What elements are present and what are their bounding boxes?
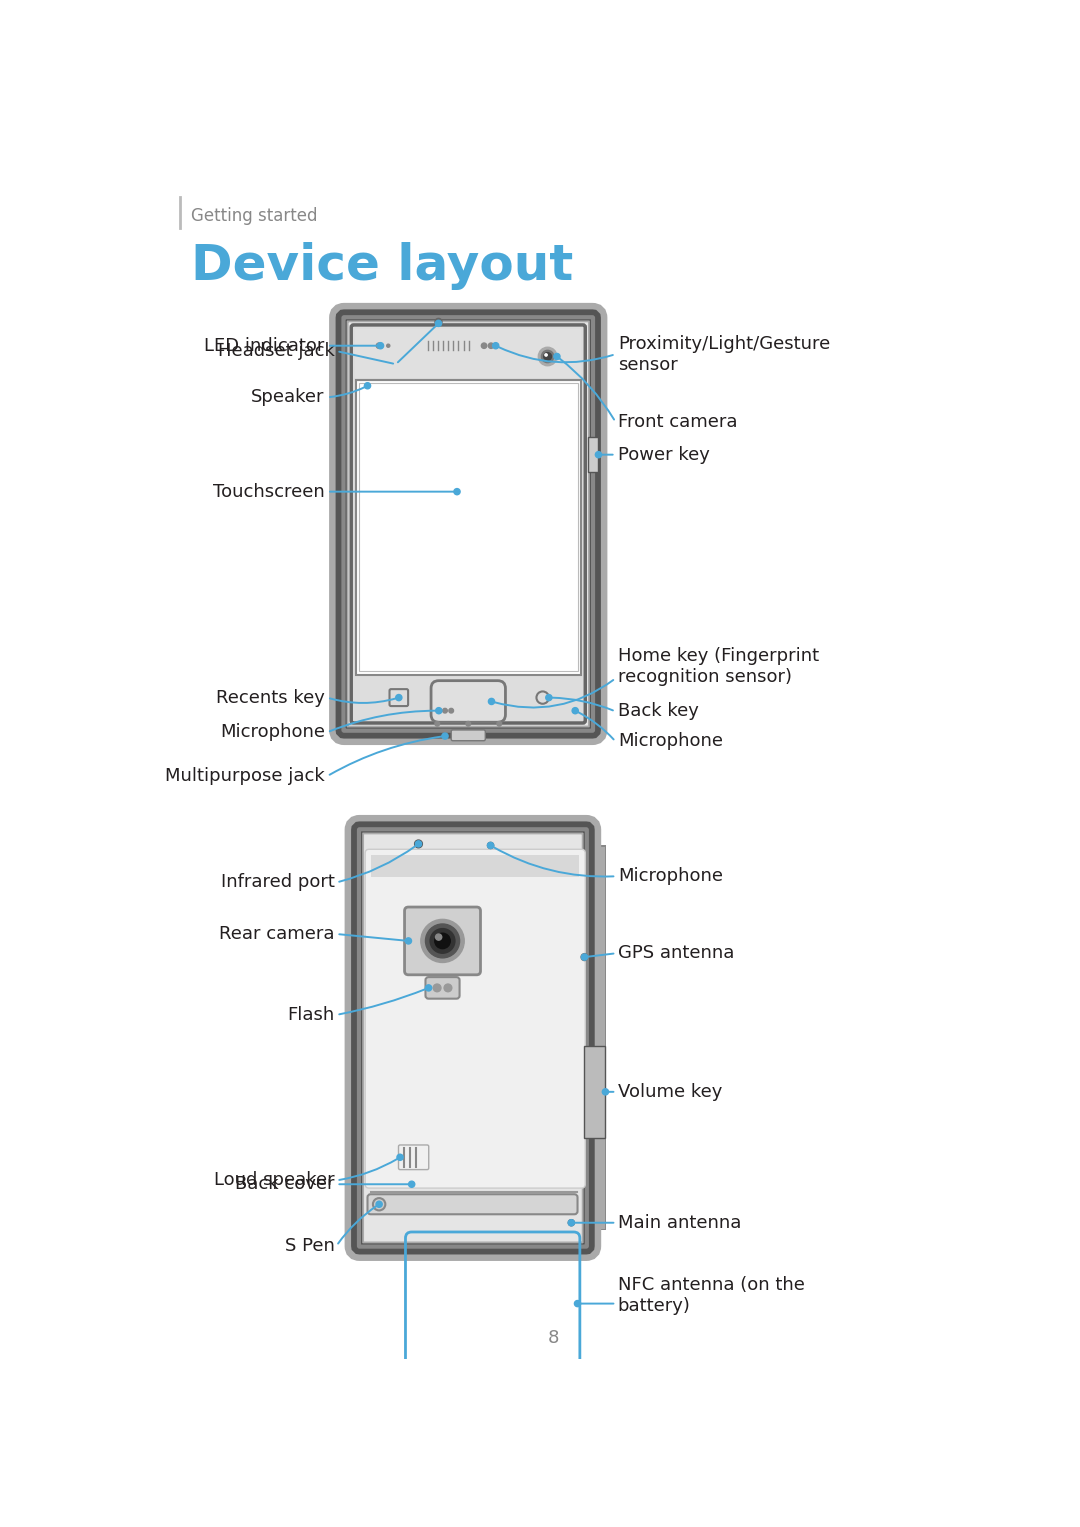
- Text: 8: 8: [548, 1328, 559, 1347]
- Text: Getting started: Getting started: [191, 206, 318, 224]
- Circle shape: [497, 721, 501, 727]
- Circle shape: [435, 935, 442, 941]
- Text: Touchscreen: Touchscreen: [213, 483, 325, 501]
- Circle shape: [377, 342, 383, 348]
- Circle shape: [545, 695, 552, 701]
- Text: Multipurpose jack: Multipurpose jack: [165, 767, 325, 785]
- Circle shape: [568, 1220, 575, 1226]
- FancyBboxPatch shape: [431, 681, 505, 722]
- Bar: [588, 437, 598, 472]
- Circle shape: [395, 695, 402, 701]
- Circle shape: [465, 721, 471, 727]
- Bar: [359, 383, 578, 672]
- Text: LED indicator: LED indicator: [204, 337, 325, 354]
- Circle shape: [405, 938, 411, 944]
- Circle shape: [364, 383, 370, 389]
- Circle shape: [435, 707, 442, 713]
- Circle shape: [581, 954, 588, 960]
- Circle shape: [430, 928, 455, 953]
- Text: Recents key: Recents key: [216, 689, 325, 707]
- Text: Back cover: Back cover: [235, 1176, 335, 1193]
- Bar: [356, 380, 581, 675]
- Text: S Pen: S Pen: [285, 1237, 335, 1255]
- FancyBboxPatch shape: [367, 1194, 578, 1214]
- Circle shape: [373, 1199, 386, 1211]
- Circle shape: [436, 709, 441, 713]
- Text: Proximity/Light/Gesture
sensor: Proximity/Light/Gesture sensor: [618, 334, 831, 374]
- Bar: [355, 328, 581, 382]
- FancyBboxPatch shape: [451, 730, 485, 741]
- Circle shape: [488, 344, 494, 348]
- Circle shape: [488, 698, 495, 704]
- Bar: [583, 846, 606, 1231]
- Text: GPS antenna: GPS antenna: [618, 944, 734, 962]
- Circle shape: [376, 1202, 382, 1208]
- Text: Front camera: Front camera: [618, 412, 738, 431]
- Text: Back key: Back key: [618, 702, 699, 721]
- Circle shape: [487, 843, 494, 849]
- Circle shape: [538, 347, 557, 366]
- Circle shape: [416, 841, 421, 847]
- Text: Headset jack: Headset jack: [218, 342, 335, 360]
- Text: Speaker: Speaker: [252, 388, 325, 406]
- Circle shape: [397, 1154, 403, 1161]
- Circle shape: [421, 919, 464, 962]
- Circle shape: [435, 318, 442, 325]
- Circle shape: [444, 983, 451, 991]
- Circle shape: [433, 983, 441, 991]
- Circle shape: [492, 342, 499, 348]
- Text: Loud speaker: Loud speaker: [214, 1171, 335, 1190]
- Text: Flash: Flash: [287, 1006, 335, 1023]
- Text: Power key: Power key: [618, 446, 710, 464]
- Circle shape: [572, 709, 578, 713]
- Circle shape: [603, 1089, 608, 1095]
- Circle shape: [554, 353, 561, 359]
- Text: Home key (Fingerprint
recognition sensor): Home key (Fingerprint recognition sensor…: [618, 647, 819, 686]
- Circle shape: [435, 721, 440, 727]
- Bar: [583, 1046, 606, 1138]
- Circle shape: [568, 1220, 575, 1226]
- Circle shape: [426, 924, 460, 957]
- Circle shape: [575, 1301, 581, 1307]
- Circle shape: [487, 843, 494, 849]
- FancyBboxPatch shape: [345, 318, 592, 730]
- FancyBboxPatch shape: [360, 831, 586, 1246]
- Text: Rear camera: Rear camera: [219, 925, 335, 944]
- Circle shape: [435, 321, 442, 327]
- FancyBboxPatch shape: [351, 325, 585, 722]
- Circle shape: [537, 692, 549, 704]
- Circle shape: [426, 985, 432, 991]
- Circle shape: [543, 353, 552, 360]
- FancyBboxPatch shape: [390, 689, 408, 705]
- Circle shape: [442, 733, 448, 739]
- Text: Device layout: Device layout: [191, 243, 573, 290]
- Bar: [372, 855, 579, 876]
- Circle shape: [435, 933, 450, 948]
- Circle shape: [415, 840, 422, 847]
- Text: NFC antenna (on the
battery): NFC antenna (on the battery): [618, 1277, 805, 1315]
- Text: Main antenna: Main antenna: [618, 1214, 741, 1232]
- Bar: [585, 847, 606, 1229]
- Circle shape: [595, 452, 602, 458]
- Circle shape: [408, 1182, 415, 1188]
- Circle shape: [541, 350, 554, 362]
- Circle shape: [581, 954, 588, 960]
- FancyBboxPatch shape: [365, 849, 585, 1188]
- Text: Infrared port: Infrared port: [221, 873, 335, 892]
- Circle shape: [454, 489, 460, 495]
- Text: Microphone: Microphone: [220, 724, 325, 741]
- Circle shape: [443, 709, 447, 713]
- Text: Microphone: Microphone: [618, 867, 723, 886]
- Circle shape: [482, 344, 487, 348]
- Circle shape: [572, 707, 578, 713]
- Circle shape: [387, 344, 390, 347]
- FancyBboxPatch shape: [405, 907, 481, 974]
- Text: Volume key: Volume key: [618, 1083, 723, 1101]
- FancyBboxPatch shape: [426, 977, 460, 999]
- Circle shape: [449, 709, 454, 713]
- Circle shape: [545, 354, 548, 356]
- Circle shape: [376, 344, 381, 348]
- Text: Microphone: Microphone: [618, 733, 723, 750]
